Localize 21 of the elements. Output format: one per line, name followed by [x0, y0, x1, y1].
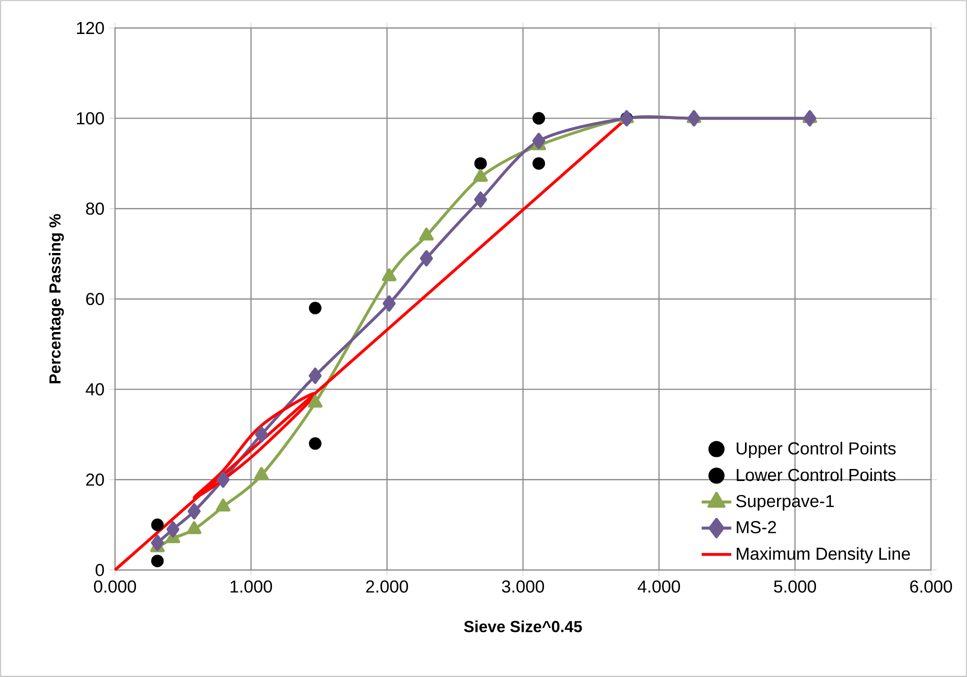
x-tick-label: 5.000 — [774, 580, 816, 593]
y-axis-title: Percentage Passing % — [48, 214, 64, 384]
legend-label: MS-2 — [736, 521, 776, 534]
x-tick-label: 4.000 — [638, 580, 680, 593]
y-tick-label: 0 — [96, 564, 104, 576]
legend-label: Lower Control Points — [736, 468, 896, 482]
legend-label: Superpave-1 — [736, 494, 834, 511]
y-tick-label: 80 — [86, 202, 104, 215]
x-tick-label: 0.000 — [94, 580, 136, 593]
y-tick-label: 100 — [77, 112, 104, 124]
x-tick-label: 6.000 — [910, 580, 952, 593]
y-tick-label: 120 — [77, 22, 104, 34]
x-tick-label: 3.000 — [502, 580, 544, 593]
y-tick-label: 20 — [86, 474, 104, 486]
x-axis-title: Sieve Size^0.45 — [464, 620, 582, 632]
x-tick-label: 2.000 — [366, 580, 408, 593]
y-tick-label: 60 — [86, 292, 104, 306]
legend-label: Upper Control Points — [736, 442, 896, 458]
x-tick-label: 1.000 — [230, 580, 272, 593]
legend-label: Maximum Density Line — [736, 547, 910, 564]
y-tick-label: 40 — [86, 383, 104, 396]
